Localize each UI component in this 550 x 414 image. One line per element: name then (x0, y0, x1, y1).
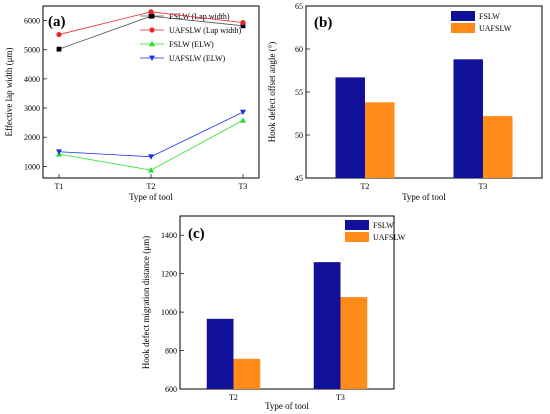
data-point (148, 154, 154, 160)
legend-label: UAFSLW (373, 233, 406, 242)
bar (340, 297, 368, 389)
legend-label: FSLW (479, 12, 500, 21)
x-axis-title: Type of tool (402, 192, 446, 202)
data-point (240, 109, 246, 116)
y-tick-label: 600 (165, 385, 177, 394)
y-tick-label: 1000 (161, 308, 177, 317)
legend-swatch (451, 11, 475, 21)
x-axis-title: Type of tool (265, 401, 309, 411)
legend-swatch (345, 232, 369, 242)
data-point (148, 167, 154, 173)
chart-panel-b: 45 50 55 60 65 T2 T3 Type of tool Hook defect of… (267, 2, 543, 202)
plot-frame (42, 5, 260, 179)
legend-marker (149, 41, 155, 47)
bar (483, 116, 513, 178)
chart-panel-c: 600 800 1000 1200 1400 T2 T3 Type of tool Hook d… (141, 215, 406, 411)
x-tick-label: T2 (147, 182, 156, 191)
y-tick-label: 800 (165, 347, 177, 356)
data-point (240, 23, 246, 29)
bar (365, 102, 395, 178)
y-tick-label: 65 (295, 2, 303, 11)
y-tick-label: 2000 (24, 133, 40, 142)
data-point (240, 117, 246, 123)
y-tick-label: 3000 (24, 104, 40, 113)
panel-label: (a) (48, 14, 66, 30)
data-point (56, 149, 62, 155)
y-tick-label: 45 (295, 174, 303, 183)
legend-swatch (451, 23, 475, 33)
y-tick-label: 60 (295, 45, 303, 54)
y-tick-label: 50 (295, 131, 303, 140)
y-tick-label: 4000 (24, 75, 40, 84)
bar (313, 262, 341, 389)
y-tick-label: 55 (295, 88, 303, 97)
data-point (56, 46, 62, 52)
legend-swatch (345, 220, 369, 230)
panel-label: (b) (314, 15, 332, 31)
data-point (56, 31, 62, 38)
legend-label: UAFSLW (479, 24, 512, 33)
y-axis-title: Hook defect offset angle (°) (267, 42, 277, 142)
y-tick-label: 1400 (161, 231, 177, 240)
y-axis-title: Effective lap width (μm) (4, 48, 14, 137)
y-tick-label: 1200 (161, 270, 177, 279)
data-point (148, 9, 154, 15)
legend-marker (149, 27, 155, 33)
legend-label: UAFSLW (ELW) (169, 54, 226, 63)
bar (335, 77, 365, 178)
legend-label: FSLW (373, 221, 394, 230)
x-tick-label: T2 (361, 182, 370, 191)
legend-marker (149, 13, 155, 19)
legend-label: FSLW (ELW) (169, 40, 214, 49)
x-tick-label: T3 (239, 182, 248, 191)
panel-label: (c) (188, 226, 205, 242)
legend-marker (149, 55, 155, 61)
bar (206, 318, 234, 389)
legend-label: UAFSLW (Lap width) (169, 26, 241, 35)
x-tick-label: T1 (55, 182, 64, 191)
y-tick-label: 6000 (24, 17, 40, 26)
y-tick-label: 5000 (24, 46, 40, 55)
bar (453, 59, 483, 178)
chart-panel-a: 1000 2000 3000 4000 5000 6000 T1 T2 T3 Type of to… (4, 5, 260, 202)
y-tick-label: 1000 (24, 162, 40, 171)
x-tick-label: T2 (229, 393, 238, 402)
x-tick-label: T3 (479, 182, 488, 191)
x-axis-title: Type of tool (129, 192, 173, 202)
data-point (240, 20, 246, 26)
y-axis-title: Hook defect migration distance (μm) (141, 236, 151, 369)
bar (233, 358, 261, 389)
x-tick-label: T3 (336, 393, 345, 402)
legend-label: FSLW (Lap width) (169, 12, 230, 21)
